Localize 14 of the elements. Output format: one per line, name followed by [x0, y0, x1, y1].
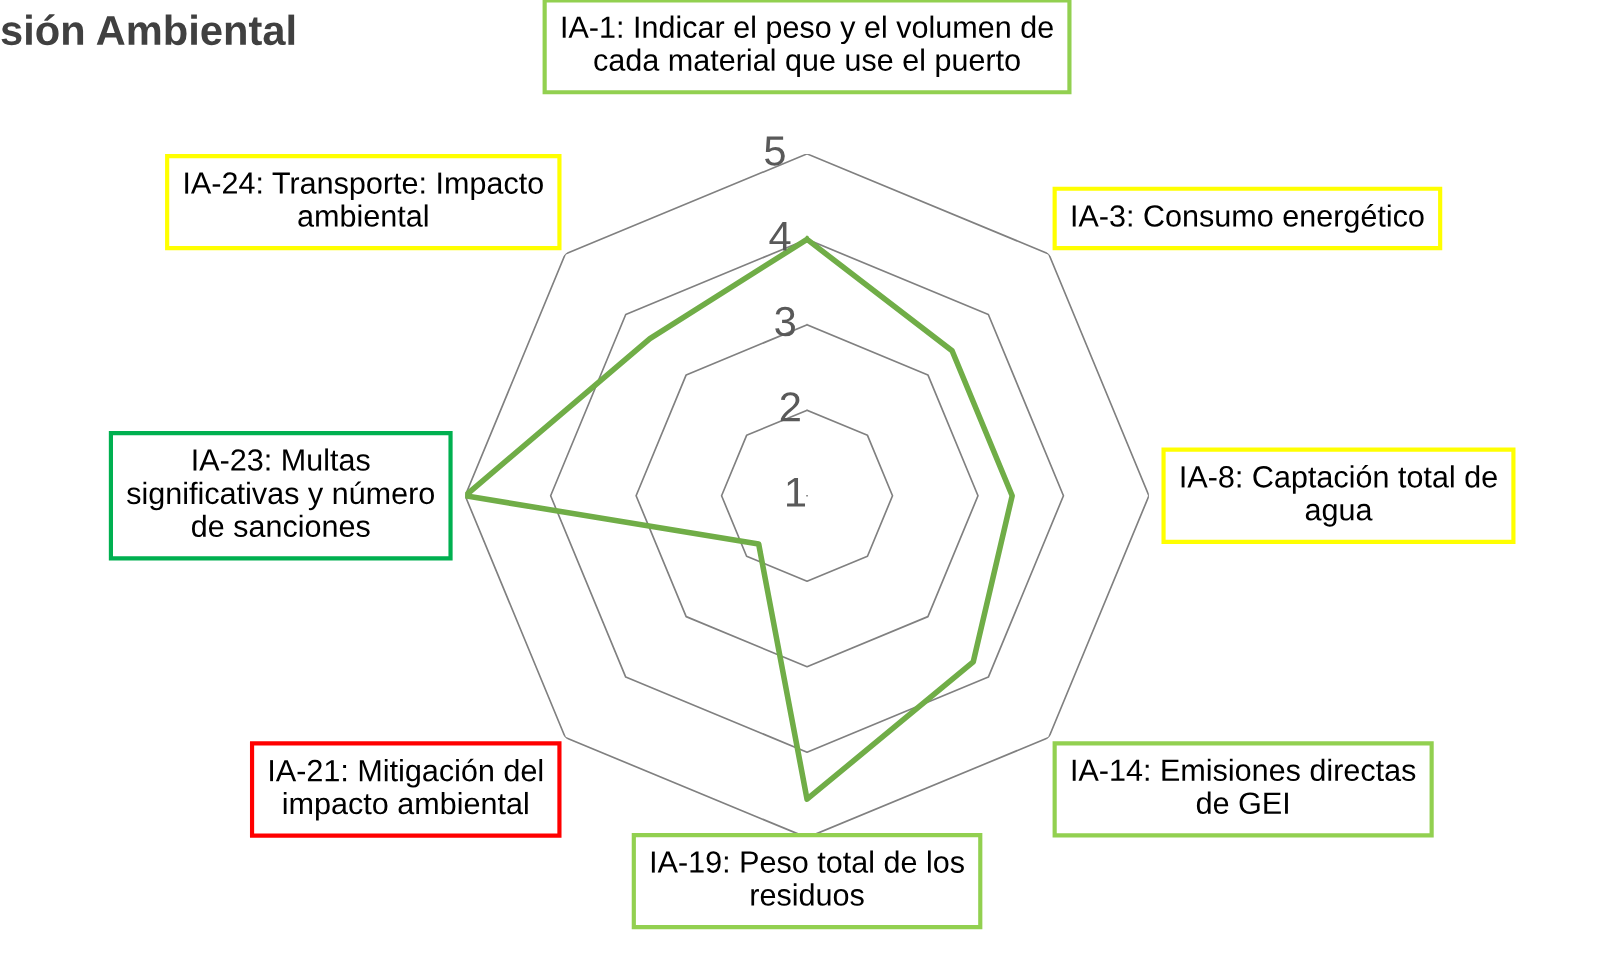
spoke-label: IA-21: Mitigación del impacto ambiental	[270, 758, 543, 821]
chart-title: sión Ambiental	[1, 14, 295, 46]
spoke-label: IA-24: Transporte: Impacto ambiental	[185, 172, 543, 227]
y-tick-label: 3	[775, 306, 795, 337]
spoke-label: IA-3: Consumo energético	[1072, 204, 1424, 233]
y-tick-label: 2	[780, 392, 800, 422]
spoke-label: IA-1: Indicar el peso y el volumen de cada material que use el puerto	[562, 15, 1053, 77]
spoke-label: IA-19: Peso total de los residuos	[651, 850, 964, 906]
spoke-label: IA-23: Multas significativas y número de sanciones	[127, 448, 434, 538]
y-tick-label: 1	[787, 477, 806, 507]
y-tick-label: 4	[769, 221, 791, 251]
spoke-label: IA-8: Captación total de agua	[1181, 464, 1497, 527]
spoke-label: IA-14: Emisiones directas de GEI	[1072, 758, 1416, 815]
y-tick-label: 5	[765, 136, 785, 166]
